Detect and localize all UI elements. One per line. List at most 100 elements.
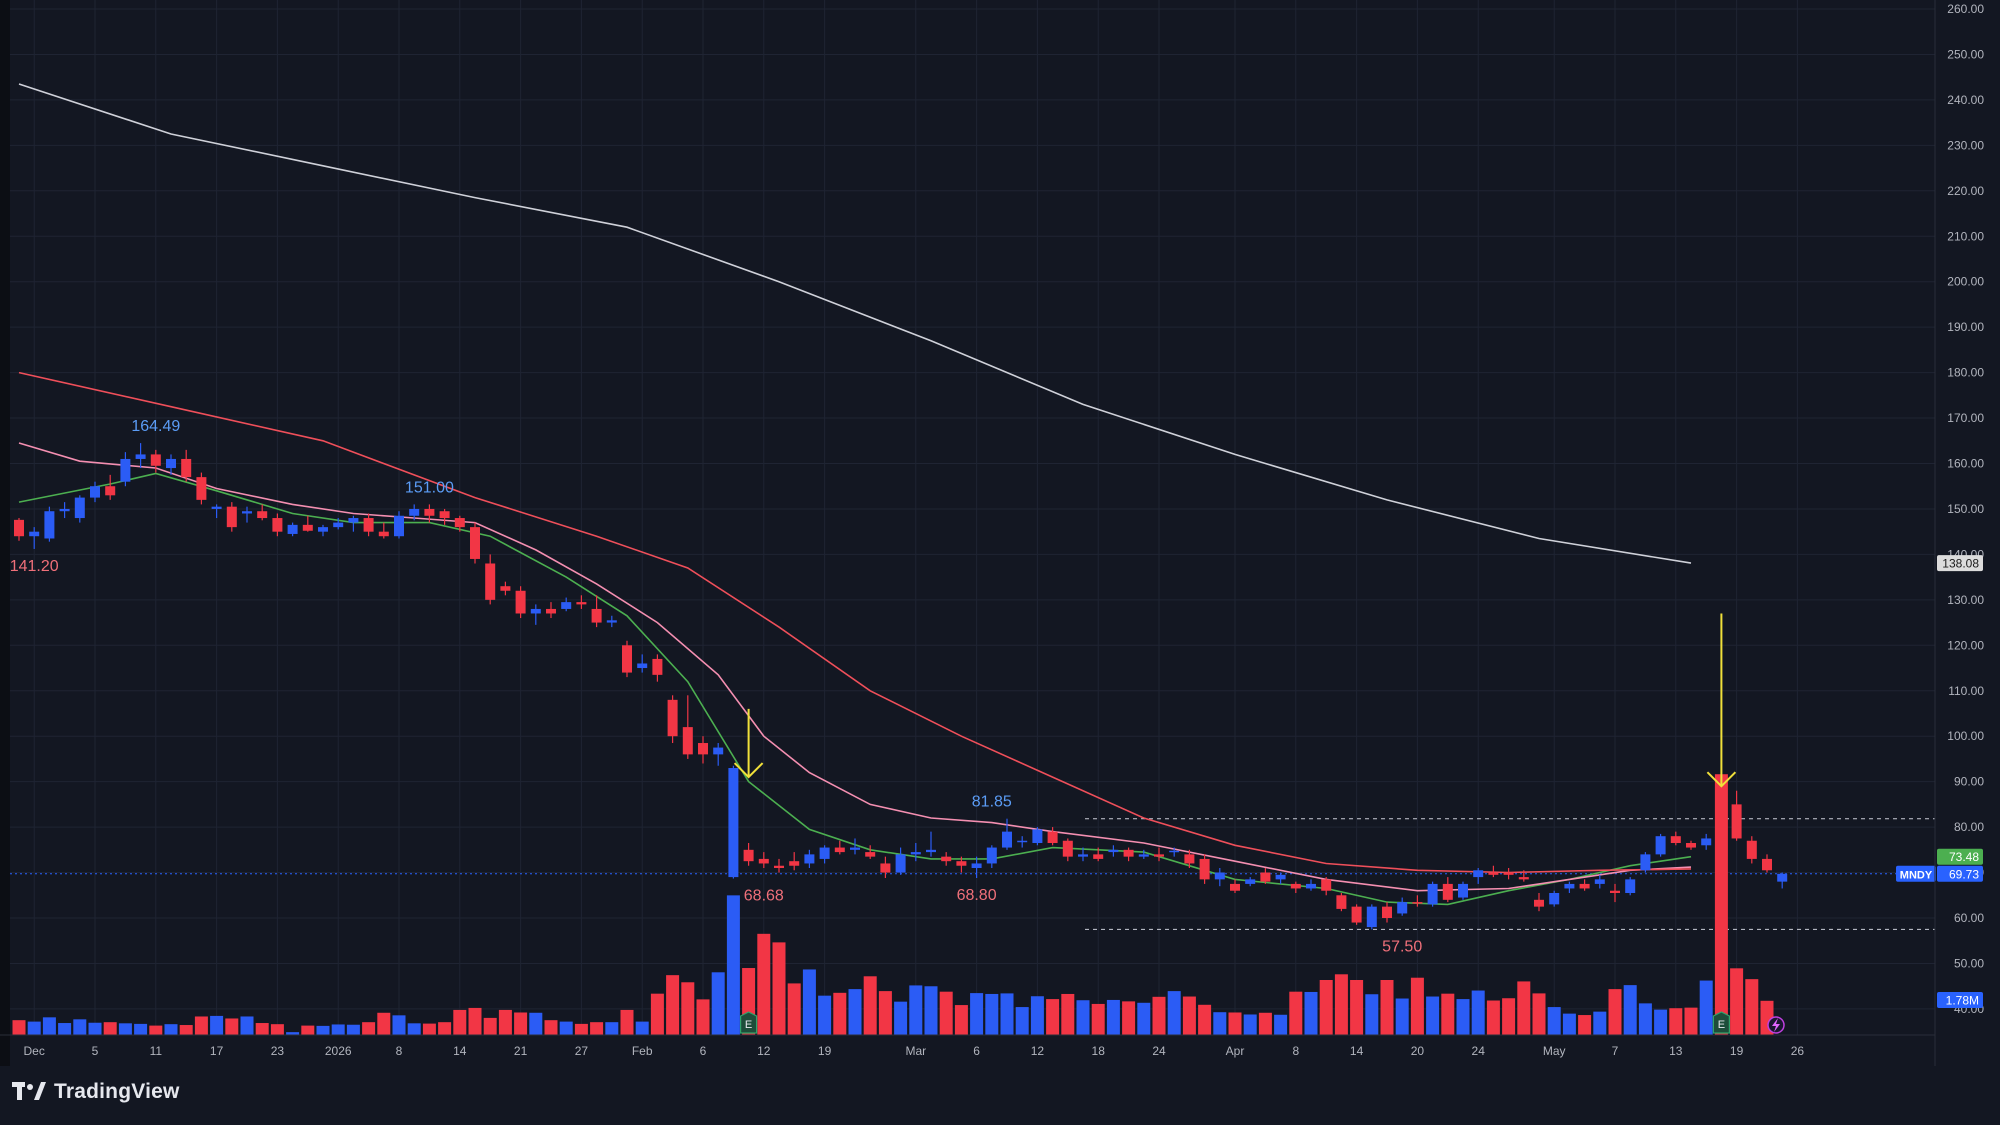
x-tick-label: 23 <box>271 1044 285 1058</box>
x-tick-label: 19 <box>1730 1044 1744 1058</box>
candle-body <box>1503 872 1514 875</box>
x-tick-label: 18 <box>1092 1044 1106 1058</box>
candle-body <box>1184 854 1195 864</box>
candle-body <box>150 454 161 466</box>
candle-body <box>29 531 40 537</box>
volume-bar <box>1730 968 1744 1035</box>
candle-body <box>1214 872 1225 880</box>
volume-bar <box>757 933 771 1035</box>
volume-bar <box>240 1016 254 1035</box>
candle-body <box>1230 883 1240 891</box>
candle-body <box>1093 854 1104 859</box>
volume-bar <box>818 995 832 1035</box>
x-tick-label: 19 <box>818 1044 832 1058</box>
volume-bar <box>1228 1012 1242 1035</box>
volume-bar <box>574 1023 588 1035</box>
candle-body <box>956 861 967 866</box>
candle-body <box>819 847 830 859</box>
x-tick-label: 8 <box>396 1044 403 1058</box>
candle-body <box>986 847 997 864</box>
volume-bar <box>1608 989 1622 1035</box>
candle-body <box>1047 831 1058 844</box>
candle-body <box>439 511 450 519</box>
y-tick-label: 60.00 <box>1954 911 1984 925</box>
volume-bar <box>1578 1015 1592 1035</box>
volume-bar <box>1714 774 1728 1035</box>
candle-body <box>378 531 389 537</box>
volume-bar <box>1106 999 1120 1035</box>
volume-bar <box>1350 979 1364 1035</box>
volume-bar <box>650 993 664 1035</box>
x-tick-label: 27 <box>575 1044 589 1058</box>
candle-body <box>850 847 860 850</box>
volume-bar <box>1091 1003 1105 1035</box>
candle-body <box>1625 879 1636 894</box>
candle-body <box>865 852 876 857</box>
volume-bar <box>316 1025 330 1035</box>
earnings-marker-label: E <box>745 1019 752 1031</box>
volume-bar <box>1669 1008 1683 1035</box>
volume-bar <box>42 1017 56 1035</box>
volume-bar <box>12 1020 26 1035</box>
candle-body <box>1655 836 1666 855</box>
candle-body <box>667 699 678 737</box>
earnings-marker <box>1712 1011 1730 1034</box>
x-tick-label: 24 <box>1472 1044 1486 1058</box>
candle-body <box>880 863 891 873</box>
candle-body <box>287 524 298 534</box>
candle-body <box>1640 854 1651 871</box>
candle-body <box>1062 840 1073 857</box>
candle-body <box>394 515 404 537</box>
candle-body <box>1336 895 1347 909</box>
volume-bar <box>1076 1000 1090 1035</box>
volume-bar <box>1684 1007 1698 1035</box>
candle-body <box>561 602 572 609</box>
y-tick-label: 250.00 <box>1947 47 1984 61</box>
candle-body <box>1199 858 1210 880</box>
candle-body <box>743 849 754 862</box>
candle-body <box>242 511 252 514</box>
candle-body <box>1412 902 1423 904</box>
candle-body <box>1245 879 1256 884</box>
volume-bar <box>924 986 938 1035</box>
y-tick-label: 90.00 <box>1954 775 1984 789</box>
price-label: 151.00 <box>405 479 454 496</box>
candle-body <box>774 865 784 869</box>
volume-bar <box>225 1018 239 1035</box>
volume-bar <box>605 1022 619 1035</box>
x-tick-label: Feb <box>632 1044 653 1058</box>
price-label: 68.80 <box>957 887 997 904</box>
candle-body <box>1397 902 1408 914</box>
x-tick-label: 6 <box>973 1044 980 1058</box>
volume-bar <box>726 895 740 1035</box>
candle-body <box>941 856 952 862</box>
volume-bar <box>286 1032 300 1035</box>
candle-body <box>1534 899 1544 907</box>
volume-badge <box>1937 992 1983 1008</box>
candle-body <box>211 506 222 509</box>
candle-body <box>120 458 131 482</box>
candle-body <box>1002 831 1012 848</box>
volume-bar <box>270 1024 284 1035</box>
volume-bar <box>1638 1003 1652 1035</box>
volume-bar <box>1182 996 1196 1035</box>
volume-bar <box>1319 979 1333 1035</box>
volume-bar <box>1137 1002 1151 1035</box>
candle-body <box>1123 849 1134 857</box>
volume-bar <box>590 1022 604 1035</box>
price-axis-badge <box>1937 848 1983 865</box>
volume-bar <box>1517 981 1531 1035</box>
price-chart[interactable]: 260.00 250.00 240.00 230.00 220.00 210.00 200.… <box>0 0 2000 1066</box>
volume-bar <box>134 1023 148 1035</box>
candle-body <box>698 743 708 755</box>
volume-bar <box>255 1023 269 1035</box>
candle-body <box>546 608 556 614</box>
candle-body <box>576 602 587 605</box>
volume-bar <box>1410 977 1424 1035</box>
volume-bar <box>1502 998 1516 1035</box>
brand[interactable]: TradingView <box>12 1080 180 1104</box>
y-tick-label: 240.00 <box>1947 93 1984 107</box>
candle-body <box>591 608 602 623</box>
volume-bar <box>848 989 862 1035</box>
candle-body <box>606 620 617 623</box>
